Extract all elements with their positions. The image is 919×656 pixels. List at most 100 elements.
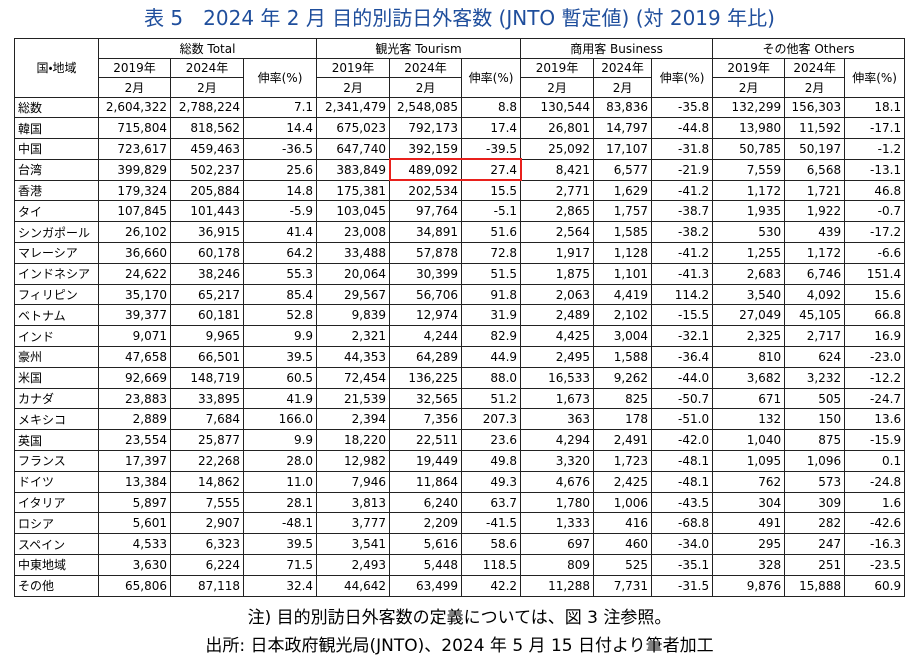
value-cell: 166.0 <box>242 408 318 431</box>
value-cell: 2,321 <box>316 325 391 348</box>
value-cell: 2,907 <box>170 512 244 535</box>
source: 出所: 日本政府観光局(JNTO)、2024 年 5 月 15 日付より筆者加工 <box>205 636 714 656</box>
table-row: メキシコ 2,889 7,684 166.0 2,394 7,356 207.3 363 178… <box>14 408 906 431</box>
value-cell: 55.3 <box>242 262 318 285</box>
value-cell: 50,785 <box>712 138 786 160</box>
value-cell: 15.5 <box>461 179 522 202</box>
value-cell: 1,172 <box>712 179 786 202</box>
value-cell: -41.2 <box>651 179 714 202</box>
value-cell: 72.8 <box>461 242 522 264</box>
region-name: 総数 <box>14 96 99 119</box>
region-name: イタリア <box>14 491 99 514</box>
value-cell: 7,555 <box>170 491 244 514</box>
value-cell: 2,209 <box>389 512 463 535</box>
value-cell: 875 <box>784 429 846 452</box>
value-cell: 282 <box>784 512 846 535</box>
table-row: シンガポール 26,102 36,915 41.4 23,008 34,891 51.6 2,… <box>14 221 906 244</box>
value-cell: 459,463 <box>170 138 244 160</box>
value-cell: 1,780 <box>520 491 595 514</box>
value-cell: 9,262 <box>593 366 653 389</box>
value-cell: 30,399 <box>389 262 463 285</box>
value-cell: 136,225 <box>389 366 463 389</box>
value-cell: 21,539 <box>316 387 391 410</box>
table-row: 総数 2,604,322 2,788,224 7.1 2,341,479 2,548,08… <box>14 96 906 119</box>
value-cell: 32,565 <box>389 387 463 410</box>
value-cell: 23.6 <box>461 429 522 452</box>
value-cell: -23.5 <box>844 554 906 576</box>
table-row: スペイン 4,533 6,323 39.5 3,541 5,616 58.6 697 460 -3… <box>14 533 906 556</box>
value-cell: 179,324 <box>98 179 171 202</box>
value-cell: 7,684 <box>170 408 244 431</box>
year-header: 2024年 <box>784 57 846 78</box>
value-cell: -32.1 <box>651 325 714 348</box>
value-cell: -48.1 <box>242 512 318 535</box>
value-cell: -15.5 <box>651 304 714 327</box>
value-cell: 4,425 <box>520 325 595 348</box>
table-body: 総数 2,604,322 2,788,224 7.1 2,341,479 2,548,08… <box>14 96 906 597</box>
value-cell: 28.0 <box>242 450 318 472</box>
value-cell: 12,974 <box>389 304 463 327</box>
value-cell: 72,454 <box>316 366 391 389</box>
value-cell: 44,353 <box>316 346 391 368</box>
value-cell: 1,935 <box>712 200 786 223</box>
value-cell: 6,240 <box>389 491 463 514</box>
region-name: 中東地域 <box>14 554 99 576</box>
value-cell: 1,172 <box>784 242 846 264</box>
value-cell: 29,567 <box>316 283 391 306</box>
value-cell: 647,740 <box>316 138 391 160</box>
value-cell: 31.9 <box>461 304 522 327</box>
value-cell: 60.5 <box>242 366 318 389</box>
value-cell: 14.8 <box>242 179 318 202</box>
value-cell: 792,173 <box>389 117 463 140</box>
table-row: タイ 107,845 101,443 -5.9 103,045 97,764 -5.1 2,8… <box>14 200 906 223</box>
value-cell: 87,118 <box>170 574 244 597</box>
table-row: イタリア 5,897 7,555 28.1 3,813 6,240 63.7 1,780 1,0… <box>14 491 906 514</box>
month-header: 2月 <box>170 77 244 98</box>
table-row: 米国 92,669 148,719 60.5 72,454 136,225 88.0 16,5… <box>14 366 906 389</box>
value-cell: 247 <box>784 533 846 556</box>
value-cell: 45,105 <box>784 304 846 327</box>
value-cell: 71.5 <box>242 554 318 576</box>
value-cell: 44,642 <box>316 574 391 597</box>
region-name: フィリピン <box>14 283 99 306</box>
value-cell: 42.2 <box>461 574 522 597</box>
value-cell: 1,721 <box>784 179 846 202</box>
value-cell: 1,040 <box>712 429 786 452</box>
year-header: 2019年 <box>98 57 171 78</box>
value-cell: -24.7 <box>844 387 906 410</box>
value-cell: 57,878 <box>389 242 463 264</box>
value-cell: 818,562 <box>170 117 244 140</box>
header-row: 国・地域 総数 Total 観光客 Tourism 商用客 Business その他客 … <box>14 38 906 98</box>
value-cell: 22,268 <box>170 450 244 472</box>
value-cell: 4,676 <box>520 470 595 493</box>
value-cell: 41.9 <box>242 387 318 410</box>
value-cell: 1,757 <box>593 200 653 223</box>
value-cell: 58.6 <box>461 533 522 556</box>
value-cell: 1,128 <box>593 242 653 264</box>
value-cell: -51.0 <box>651 408 714 431</box>
value-cell: 1,101 <box>593 262 653 285</box>
value-cell: -43.5 <box>651 491 714 514</box>
region-name: ドイツ <box>14 470 99 493</box>
region-name: 米国 <box>14 366 99 389</box>
value-cell: 14,862 <box>170 470 244 493</box>
value-cell: 9,839 <box>316 304 391 327</box>
region-name: ロシア <box>14 512 99 535</box>
value-cell: 23,008 <box>316 221 391 244</box>
region-name: スペイン <box>14 533 99 556</box>
region-name: シンガポール <box>14 221 99 244</box>
value-cell: -44.0 <box>651 366 714 389</box>
value-cell: 11.0 <box>242 470 318 493</box>
value-cell: -38.2 <box>651 221 714 244</box>
value-cell: 1,333 <box>520 512 595 535</box>
region-name: 豪州 <box>14 346 99 368</box>
value-cell: 205,884 <box>170 179 244 202</box>
value-cell: 439 <box>784 221 846 244</box>
value-cell: 46.8 <box>844 179 906 202</box>
value-cell: -41.3 <box>651 262 714 285</box>
value-cell: 101,443 <box>170 200 244 223</box>
year-header: 2019年 <box>316 57 391 78</box>
region-name: カナダ <box>14 387 99 410</box>
value-cell: 6,568 <box>784 158 846 181</box>
value-cell: -48.1 <box>651 470 714 493</box>
